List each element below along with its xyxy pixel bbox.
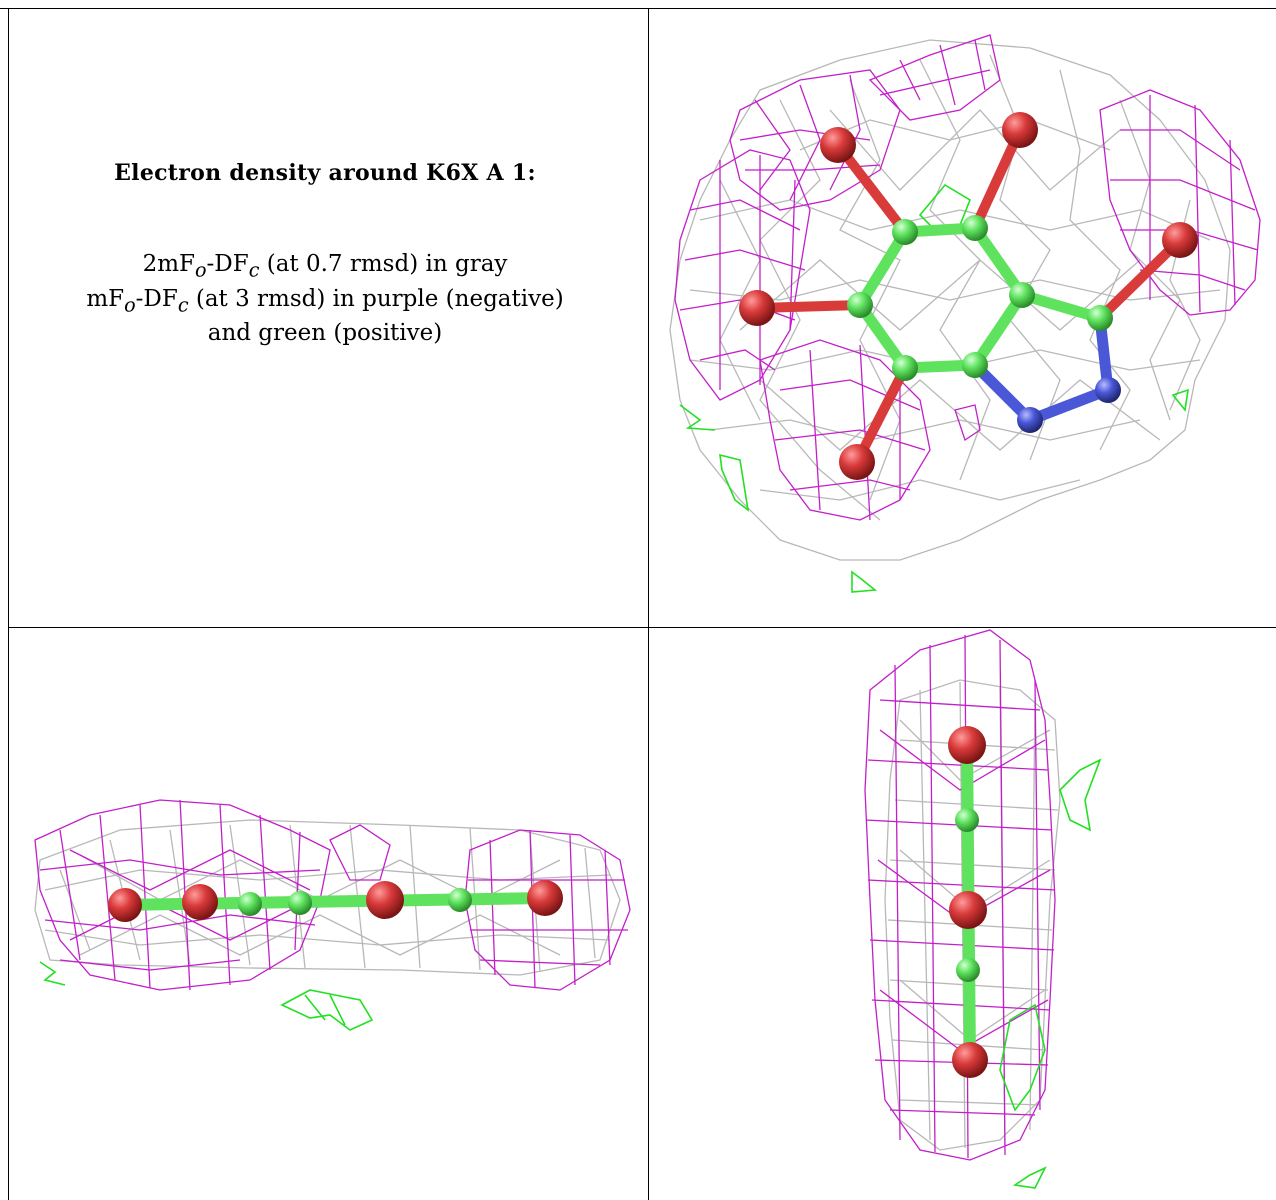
border-middle-vertical [648, 8, 649, 1200]
caption-line-purple: mFo-DFc (at 3 rmsd) in purple (negative) [86, 285, 564, 317]
border-top [0, 8, 1276, 9]
purple-mesh-top [674, 34, 1261, 521]
caption-title: Electron density around K6X A 1: [114, 160, 536, 186]
caption-line-green: and green (positive) [207, 320, 443, 347]
caption-line-gray: 2mFo-DFc (at 0.7 rmsd) in gray [142, 251, 508, 282]
ligand-top [739, 112, 1198, 480]
caption-description: 2mFo-DFc (at 0.7 rmsd) in gray mFo-DFc (… [10, 250, 640, 348]
density-view-side [34, 799, 631, 1031]
border-middle-horizontal [8, 627, 1276, 628]
density-view-end [864, 629, 1102, 1189]
border-left [8, 8, 9, 1200]
caption-cell: Electron density around K6X A 1: 2mFo-DF… [10, 160, 640, 348]
